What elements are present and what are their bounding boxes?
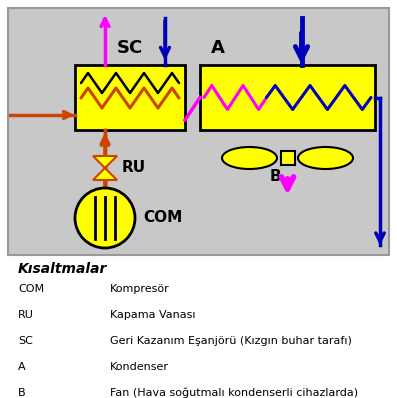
- Text: B: B: [270, 169, 281, 184]
- Text: Geri Kazanım Eşanjörü (Kızgın buhar tarafı): Geri Kazanım Eşanjörü (Kızgın buhar tara…: [110, 336, 352, 346]
- Text: COM: COM: [18, 284, 44, 294]
- Ellipse shape: [298, 147, 353, 169]
- Text: RU: RU: [122, 160, 146, 176]
- Bar: [8, 8, 389, 255]
- Polygon shape: [93, 156, 117, 168]
- Text: A: A: [18, 362, 26, 372]
- Text: B: B: [18, 388, 26, 398]
- Text: COM: COM: [143, 211, 182, 226]
- Polygon shape: [93, 168, 117, 180]
- Ellipse shape: [222, 147, 277, 169]
- Bar: [200, 65, 375, 130]
- Text: Kısaltmalar: Kısaltmalar: [18, 262, 107, 276]
- Circle shape: [75, 188, 135, 248]
- Text: Fan (Hava soğutmalı kondenserli cihazlarda): Fan (Hava soğutmalı kondenserli cihazlar…: [110, 388, 358, 398]
- Text: Kompresör: Kompresör: [110, 284, 170, 294]
- Text: RU: RU: [18, 310, 34, 320]
- Text: Kapama Vanası: Kapama Vanası: [110, 310, 195, 320]
- Bar: [75, 65, 185, 130]
- Text: Kondenser: Kondenser: [110, 362, 169, 372]
- Text: SC: SC: [117, 39, 143, 57]
- Text: SC: SC: [18, 336, 33, 346]
- Text: A: A: [211, 39, 225, 57]
- Bar: [281, 151, 295, 165]
